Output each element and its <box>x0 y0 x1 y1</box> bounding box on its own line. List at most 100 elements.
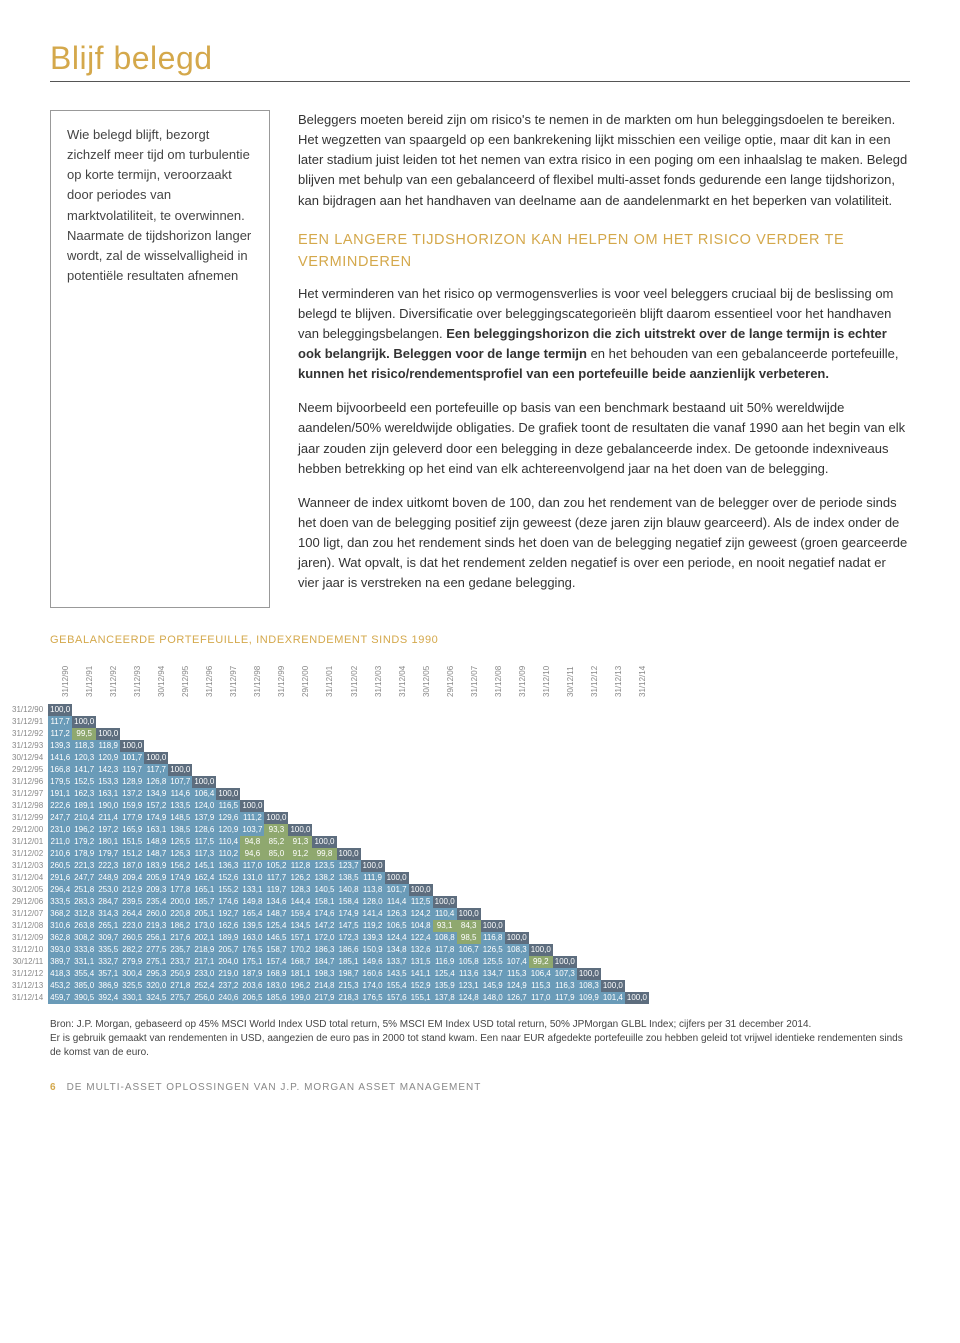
matrix-cell: 163,1 <box>144 824 168 836</box>
matrix-cell: 335,5 <box>96 944 120 956</box>
matrix-cell: 100,0 <box>385 872 409 884</box>
matrix-cell: 231,0 <box>48 824 72 836</box>
matrix-cell: 148,7 <box>144 848 168 860</box>
matrix-cell: 237,2 <box>216 980 240 992</box>
matrix-cell: 100,0 <box>192 776 216 788</box>
matrix-cell: 100,0 <box>312 836 336 848</box>
matrix-cell: 308,2 <box>72 932 96 944</box>
matrix-cell: 129,6 <box>216 812 240 824</box>
matrix-cell: 174,9 <box>144 812 168 824</box>
matrix-cell: 210,6 <box>48 848 72 860</box>
matrix-cell: 118,9 <box>96 740 120 752</box>
matrix-cell: 139,3 <box>361 932 385 944</box>
matrix-cell: 134,5 <box>288 920 312 932</box>
matrix-cell: 282,2 <box>120 944 144 956</box>
matrix-cell: 111,9 <box>361 872 385 884</box>
col-header: 31/12/90 <box>48 656 72 704</box>
matrix-cell: 108,3 <box>577 980 601 992</box>
matrix-cell: 186,2 <box>168 920 192 932</box>
matrix-cell: 177,8 <box>168 884 192 896</box>
matrix-cell: 149,6 <box>361 956 385 968</box>
matrix-cell: 220,8 <box>168 908 192 920</box>
matrix-cell: 138,5 <box>168 824 192 836</box>
col-header: 31/12/10 <box>529 656 553 704</box>
matrix-cell: 112,5 <box>409 896 433 908</box>
matrix-cell: 109,9 <box>577 992 601 1004</box>
matrix-cell: 150,9 <box>361 944 385 956</box>
matrix-cell: 179,2 <box>72 836 96 848</box>
col-header: 31/12/14 <box>625 656 649 704</box>
matrix-cell: 320,0 <box>144 980 168 992</box>
matrix-cell: 385,0 <box>72 980 96 992</box>
matrix-cell: 165,4 <box>240 908 264 920</box>
matrix-cell: 159,9 <box>120 800 144 812</box>
matrix-cell: 107,4 <box>505 956 529 968</box>
matrix-cell: 330,1 <box>120 992 144 1004</box>
matrix-cell: 128,6 <box>192 824 216 836</box>
matrix-cell: 312,8 <box>72 908 96 920</box>
matrix-cell: 138,2 <box>312 872 336 884</box>
matrix-cell: 117,7 <box>264 872 288 884</box>
matrix-cell: 100,0 <box>120 740 144 752</box>
matrix-cell: 191,1 <box>48 788 72 800</box>
sidebar-quote: Wie belegd blijft, bezorgt zichzelf meer… <box>50 110 270 608</box>
row-header: 31/12/90 <box>10 704 48 716</box>
matrix-cell: 386,9 <box>96 980 120 992</box>
col-header: 31/12/98 <box>240 656 264 704</box>
matrix-cell: 141,4 <box>361 908 385 920</box>
two-column-layout: Wie belegd blijft, bezorgt zichzelf meer… <box>50 110 910 608</box>
matrix-cell: 453,2 <box>48 980 72 992</box>
matrix-cell: 260,5 <box>48 860 72 872</box>
matrix-cell: 107,3 <box>553 968 577 980</box>
matrix-cell: 128,0 <box>361 896 385 908</box>
matrix-cell: 181,1 <box>288 968 312 980</box>
row-header: 31/12/01 <box>10 836 48 848</box>
matrix-cell: 256,1 <box>144 932 168 944</box>
matrix-cell: 165,1 <box>192 884 216 896</box>
row-header: 31/12/10 <box>10 944 48 956</box>
matrix-cell: 264,4 <box>120 908 144 920</box>
matrix-cell: 157,2 <box>144 800 168 812</box>
matrix-cell: 198,3 <box>312 968 336 980</box>
matrix-cell: 118,3 <box>72 740 96 752</box>
matrix-cell: 141,1 <box>409 968 433 980</box>
col-header: 31/12/99 <box>264 656 288 704</box>
matrix-cell: 263,8 <box>72 920 96 932</box>
matrix-cell: 251,8 <box>72 884 96 896</box>
matrix-cell: 133,1 <box>240 884 264 896</box>
matrix-cell: 100,0 <box>409 884 433 896</box>
matrix-cell: 116,9 <box>433 956 457 968</box>
matrix-cell: 94,8 <box>240 836 264 848</box>
matrix-cell: 125,4 <box>264 920 288 932</box>
matrix-cell: 163,1 <box>96 788 120 800</box>
matrix-cell: 390,5 <box>72 992 96 1004</box>
matrix-cell: 120,3 <box>72 752 96 764</box>
matrix-cell: 117,0 <box>529 992 553 1004</box>
matrix-cell: 158,4 <box>337 896 361 908</box>
matrix-cell: 107,7 <box>168 776 192 788</box>
matrix-cell: 104,8 <box>409 920 433 932</box>
title-rule <box>50 81 910 82</box>
matrix-cell: 100,0 <box>457 908 481 920</box>
matrix-cell: 260,5 <box>120 932 144 944</box>
matrix-cell: 325,5 <box>120 980 144 992</box>
matrix-cell: 247,7 <box>72 872 96 884</box>
matrix-cell: 147,5 <box>337 920 361 932</box>
matrix-cell: 110,2 <box>216 848 240 860</box>
matrix-cell: 132,6 <box>409 944 433 956</box>
matrix-cell: 199,0 <box>288 992 312 1004</box>
matrix-cell: 106,5 <box>385 920 409 932</box>
matrix-cell: 205,9 <box>144 872 168 884</box>
matrix-cell: 120,9 <box>216 824 240 836</box>
matrix-cell: 393,0 <box>48 944 72 956</box>
matrix-cell: 284,7 <box>96 896 120 908</box>
matrix-cell: 324,5 <box>144 992 168 1004</box>
matrix-cell: 123,5 <box>312 860 336 872</box>
matrix-cell: 145,1 <box>192 860 216 872</box>
matrix-cell: 145,9 <box>481 980 505 992</box>
matrix-cell: 179,5 <box>48 776 72 788</box>
matrix-cell: 217,9 <box>312 992 336 1004</box>
matrix-cell: 314,3 <box>96 908 120 920</box>
matrix-cell: 100,0 <box>216 788 240 800</box>
matrix-cell: 233,7 <box>168 956 192 968</box>
